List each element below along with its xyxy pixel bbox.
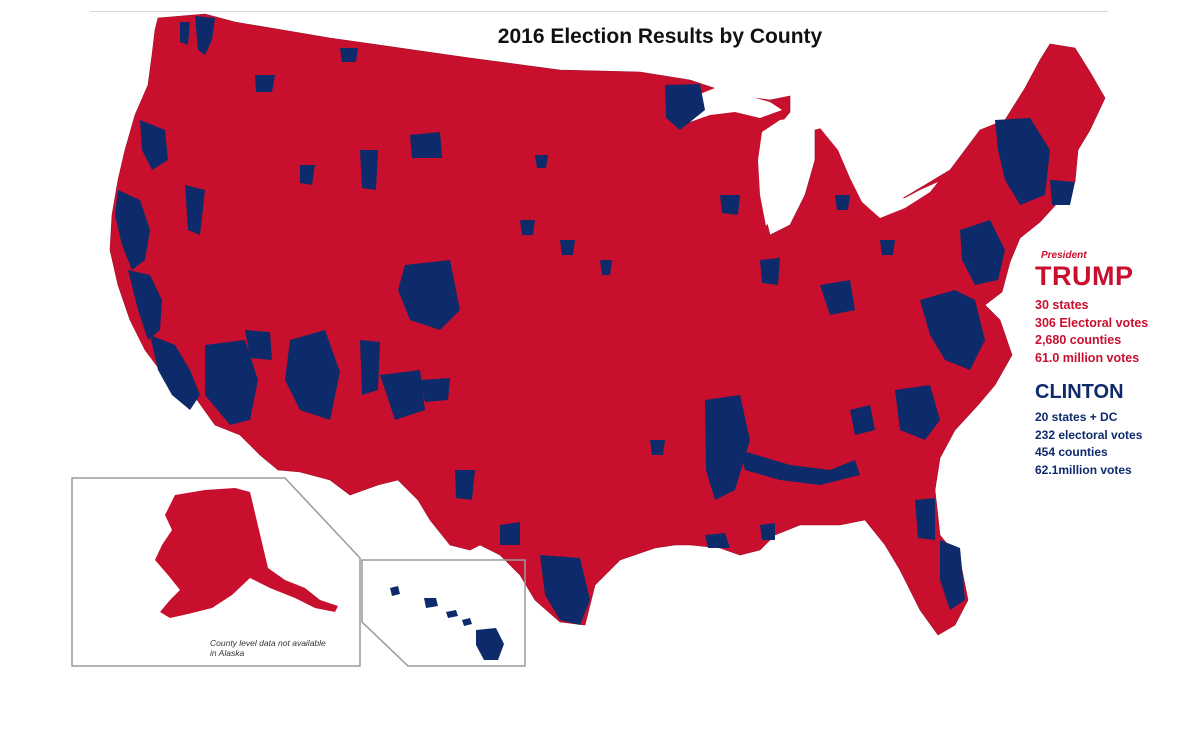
hawaii-inset-frame bbox=[361, 559, 526, 667]
clinton-electoral-votes: 232 electoral votes bbox=[1035, 427, 1143, 442]
trump-counties: 2,680 counties bbox=[1035, 333, 1122, 347]
trump-stats: 30 states 306 Electoral votes 2,680 coun… bbox=[1035, 297, 1200, 367]
hawaii-islands bbox=[390, 586, 504, 660]
trump-electoral-votes: 306 Electoral votes bbox=[1035, 315, 1149, 330]
lake-huron-erie bbox=[820, 122, 938, 218]
clinton-counties bbox=[115, 16, 1075, 625]
clinton-popular-votes: 62.1million votes bbox=[1035, 462, 1132, 477]
lake-michigan bbox=[758, 118, 795, 226]
alaska-data-note: County level data not available in Alask… bbox=[210, 638, 326, 658]
clinton-counties: 454 counties bbox=[1035, 445, 1108, 459]
alaska-inset-frame bbox=[71, 477, 361, 667]
clinton-stats: 20 states + DC 232 electoral votes 454 c… bbox=[1035, 409, 1200, 479]
president-label: President bbox=[1041, 250, 1087, 261]
top-divider bbox=[90, 11, 1108, 12]
trump-states: 30 states bbox=[1035, 298, 1089, 312]
alaska-shape bbox=[155, 488, 338, 618]
map-title: 2016 Election Results by County bbox=[497, 25, 823, 48]
trump-name: TRUMP bbox=[1035, 261, 1134, 291]
trump-popular-votes: 61.0 million votes bbox=[1035, 350, 1140, 365]
results-legend: President TRUMP 30 states 306 Electoral … bbox=[1035, 250, 1200, 479]
clinton-states: 20 states + DC bbox=[1035, 410, 1118, 424]
clinton-name: CLINTON bbox=[1035, 381, 1124, 403]
